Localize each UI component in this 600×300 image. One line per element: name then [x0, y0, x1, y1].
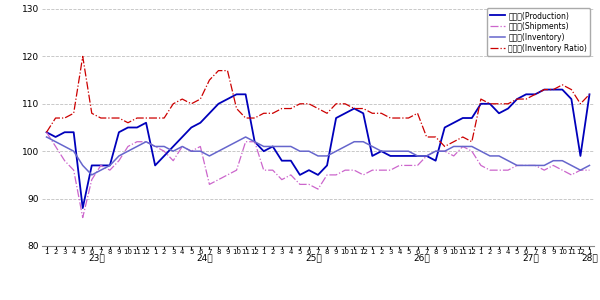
- 出　荷(Shipments): [179, 145, 186, 148]
- Text: 25年: 25年: [305, 253, 322, 262]
- 在　庫(Inventory): [341, 145, 349, 148]
- 生　産(Production): [378, 149, 385, 153]
- 生　産(Production): [79, 206, 86, 210]
- 在庫率(Inventory Ratio): [441, 145, 448, 148]
- 在庫率(Inventory Ratio): [242, 116, 249, 120]
- 出　荷(Shipments): [161, 149, 168, 153]
- 在　庫(Inventory): [242, 135, 249, 139]
- 生　産(Production): [586, 92, 593, 96]
- 生　産(Production): [523, 92, 530, 96]
- Line: 在　庫(Inventory): 在 庫(Inventory): [47, 137, 589, 175]
- 在庫率(Inventory Ratio): [161, 116, 168, 120]
- 在庫率(Inventory Ratio): [532, 92, 539, 96]
- Text: 28年: 28年: [581, 253, 598, 262]
- 出　荷(Shipments): [586, 168, 593, 172]
- Line: 出　荷(Shipments): 出 荷(Shipments): [47, 132, 589, 218]
- 在庫率(Inventory Ratio): [586, 92, 593, 96]
- Text: 27年: 27年: [522, 253, 539, 262]
- 在　庫(Inventory): [523, 164, 530, 167]
- Text: 24年: 24年: [197, 253, 213, 262]
- Line: 生　産(Production): 生 産(Production): [47, 90, 589, 208]
- 生　産(Production): [179, 135, 186, 139]
- 出　荷(Shipments): [79, 216, 86, 219]
- Text: 23年: 23年: [88, 253, 104, 262]
- 在　庫(Inventory): [43, 135, 50, 139]
- 在庫率(Inventory Ratio): [43, 130, 50, 134]
- 生　産(Production): [43, 130, 50, 134]
- 在　庫(Inventory): [161, 145, 168, 148]
- Text: 26年: 26年: [413, 253, 430, 262]
- 生　産(Production): [341, 112, 349, 115]
- Line: 在庫率(Inventory Ratio): 在庫率(Inventory Ratio): [47, 56, 589, 146]
- 在　庫(Inventory): [586, 164, 593, 167]
- 出　荷(Shipments): [523, 164, 530, 167]
- 生　産(Production): [541, 88, 548, 92]
- 在庫率(Inventory Ratio): [341, 102, 349, 106]
- 在　庫(Inventory): [378, 149, 385, 153]
- 在庫率(Inventory Ratio): [179, 97, 186, 101]
- 出　荷(Shipments): [341, 168, 349, 172]
- 在　庫(Inventory): [179, 145, 186, 148]
- 出　荷(Shipments): [43, 130, 50, 134]
- 出　荷(Shipments): [242, 140, 249, 143]
- 在　庫(Inventory): [88, 173, 95, 177]
- 在庫率(Inventory Ratio): [79, 55, 86, 58]
- 生　産(Production): [161, 154, 168, 158]
- 出　荷(Shipments): [378, 168, 385, 172]
- Legend: 生　産(Production), 出　荷(Shipments), 在　庫(Inventory), 在庫率(Inventory Ratio): 生 産(Production), 出 荷(Shipments), 在 庫(Inv…: [487, 8, 590, 56]
- 在庫率(Inventory Ratio): [378, 112, 385, 115]
- 生　産(Production): [242, 92, 249, 96]
